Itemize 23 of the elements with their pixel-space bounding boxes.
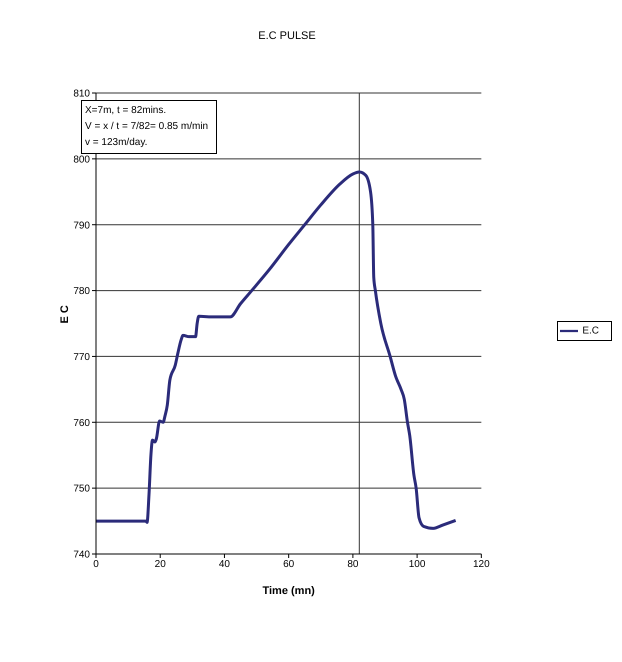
y-tick-label: 760 (73, 418, 90, 429)
x-tick-label: 0 (93, 559, 100, 570)
annotation: V = x / t = 7/82= 0.85 m/min (85, 120, 210, 134)
x-tick-label: 80 (347, 559, 359, 570)
legend-label: E.C (582, 326, 599, 337)
y-tick-label: 740 (73, 550, 90, 561)
annotation: v = 123m/day. (85, 136, 148, 150)
x-tick-label: 120 (472, 559, 490, 570)
y-tick-label: 750 (73, 484, 90, 495)
chart-title: E.C PULSE (257, 30, 317, 42)
x-tick-label: 40 (218, 559, 230, 570)
x-axis-title: Time (mn) (262, 585, 316, 597)
x-tick-label: 20 (154, 559, 166, 570)
y-tick-label: 770 (73, 352, 90, 363)
y-tick-label: 800 (73, 154, 90, 166)
y-tick-label: 790 (73, 220, 90, 232)
x-tick-label: 60 (283, 559, 295, 570)
y-axis-title: E C (58, 305, 71, 324)
y-tick-label: 780 (73, 286, 90, 298)
annotation: X=7m, t = 82mins. (85, 104, 168, 118)
y-tick-label: 810 (73, 88, 90, 100)
line-series (96, 170, 458, 530)
x-tick-label: 100 (408, 559, 426, 570)
